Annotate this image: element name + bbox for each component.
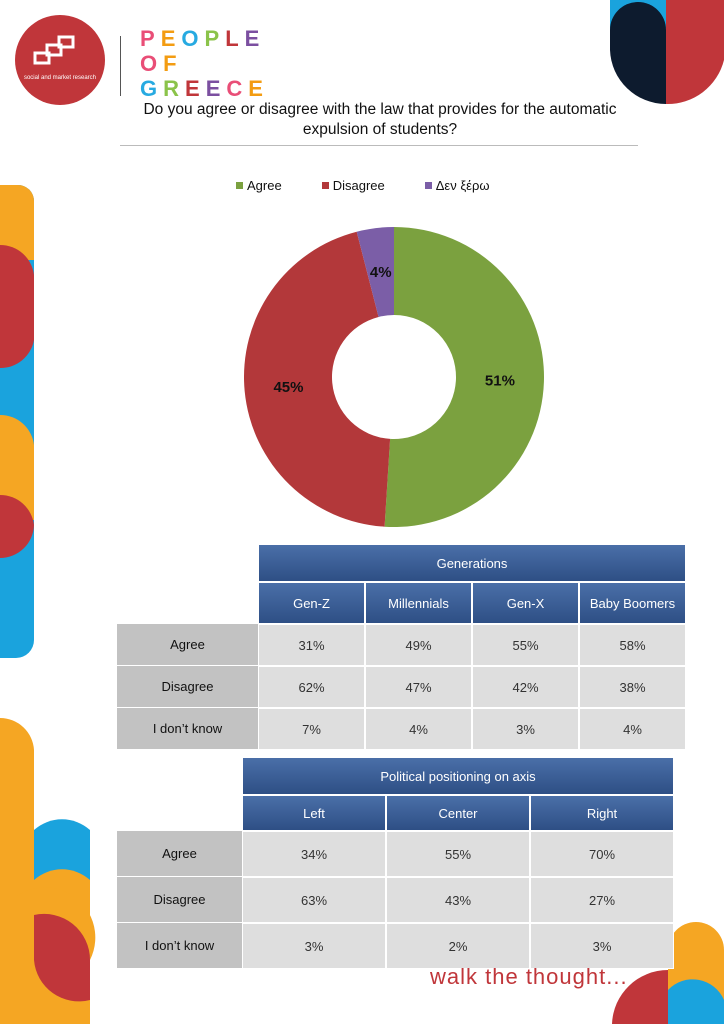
table-cell: 55% [386,831,530,877]
legend-label: Disagree [333,178,385,193]
row-label: Disagree [117,666,258,708]
table-cell: 47% [365,666,472,708]
row-label: Agree [117,624,258,666]
generations-table: Generations Gen-Z Millennials Gen-X Baby… [117,544,686,750]
column-header: Millennials [365,582,472,624]
data-label: 4% [370,264,392,281]
table-cell: 7% [258,708,365,750]
table-row: Agree 31% 49% 55% 58% [117,624,686,666]
row-label: Agree [117,831,242,877]
table-cell: 31% [258,624,365,666]
title-rule [120,145,638,146]
company-logo: social and market research [15,15,105,105]
legend-item-dont-know: Δεν ξέρω [425,178,490,193]
page-title: Do you agree or disagree with the law th… [130,100,630,140]
logo-mark-icon [33,33,87,73]
table-row: Disagree 62% 47% 42% 38% [117,666,686,708]
brand-name: PEOPLE OF GREECE [140,26,269,101]
column-header: Right [530,795,674,831]
row-label: I don’t know [117,923,242,969]
table-cell: 62% [258,666,365,708]
table-cell: 55% [472,624,579,666]
table-cell: 2% [386,923,530,969]
table-row: Disagree 63% 43% 27% [117,877,674,923]
logo-text: social and market research [15,75,105,82]
brand-line: PEOPLE [140,26,269,51]
legend-item-agree: Agree [236,178,282,193]
row-label: I don’t know [117,708,258,750]
table-cell: 43% [386,877,530,923]
footer-tagline: walk the thought... [430,964,628,990]
brand-line: GREECE [140,76,269,101]
table-cell: 70% [530,831,674,877]
donut-slice [385,227,544,527]
column-header: Center [386,795,530,831]
table-cell: 4% [365,708,472,750]
table-cell: 3% [472,708,579,750]
row-label: Disagree [117,877,242,923]
table-title: Generations [258,544,686,582]
table-cell: 34% [242,831,386,877]
column-header: Left [242,795,386,831]
column-header: Gen-Z [258,582,365,624]
data-label: 51% [485,372,515,389]
legend-swatch [236,182,243,189]
table-row: I don’t know 7% 4% 3% 4% [117,708,686,750]
table-cell: 4% [579,708,686,750]
data-label: 45% [273,379,303,396]
brand-line: OF [140,51,269,76]
table-cell: 58% [579,624,686,666]
legend-swatch [425,182,432,189]
political-table: Political positioning on axis Left Cente… [117,757,674,969]
table-cell: 3% [242,923,386,969]
table-cell: 49% [365,624,472,666]
column-header: Gen-X [472,582,579,624]
column-header: Baby Boomers [579,582,686,624]
table-row: I don’t know 3% 2% 3% [117,923,674,969]
legend-swatch [322,182,329,189]
donut-chart: 51% 45% 4% [244,227,544,527]
legend-label: Δεν ξέρω [436,178,490,193]
chart-legend: Agree Disagree Δεν ξέρω [236,178,490,193]
header-divider [120,36,121,96]
table-cell: 42% [472,666,579,708]
table-cell: 63% [242,877,386,923]
table-cell: 27% [530,877,674,923]
table-cell: 3% [530,923,674,969]
table-cell: 38% [579,666,686,708]
legend-label: Agree [247,178,282,193]
legend-item-disagree: Disagree [322,178,385,193]
table-title: Political positioning on axis [242,757,674,795]
table-row: Agree 34% 55% 70% [117,831,674,877]
